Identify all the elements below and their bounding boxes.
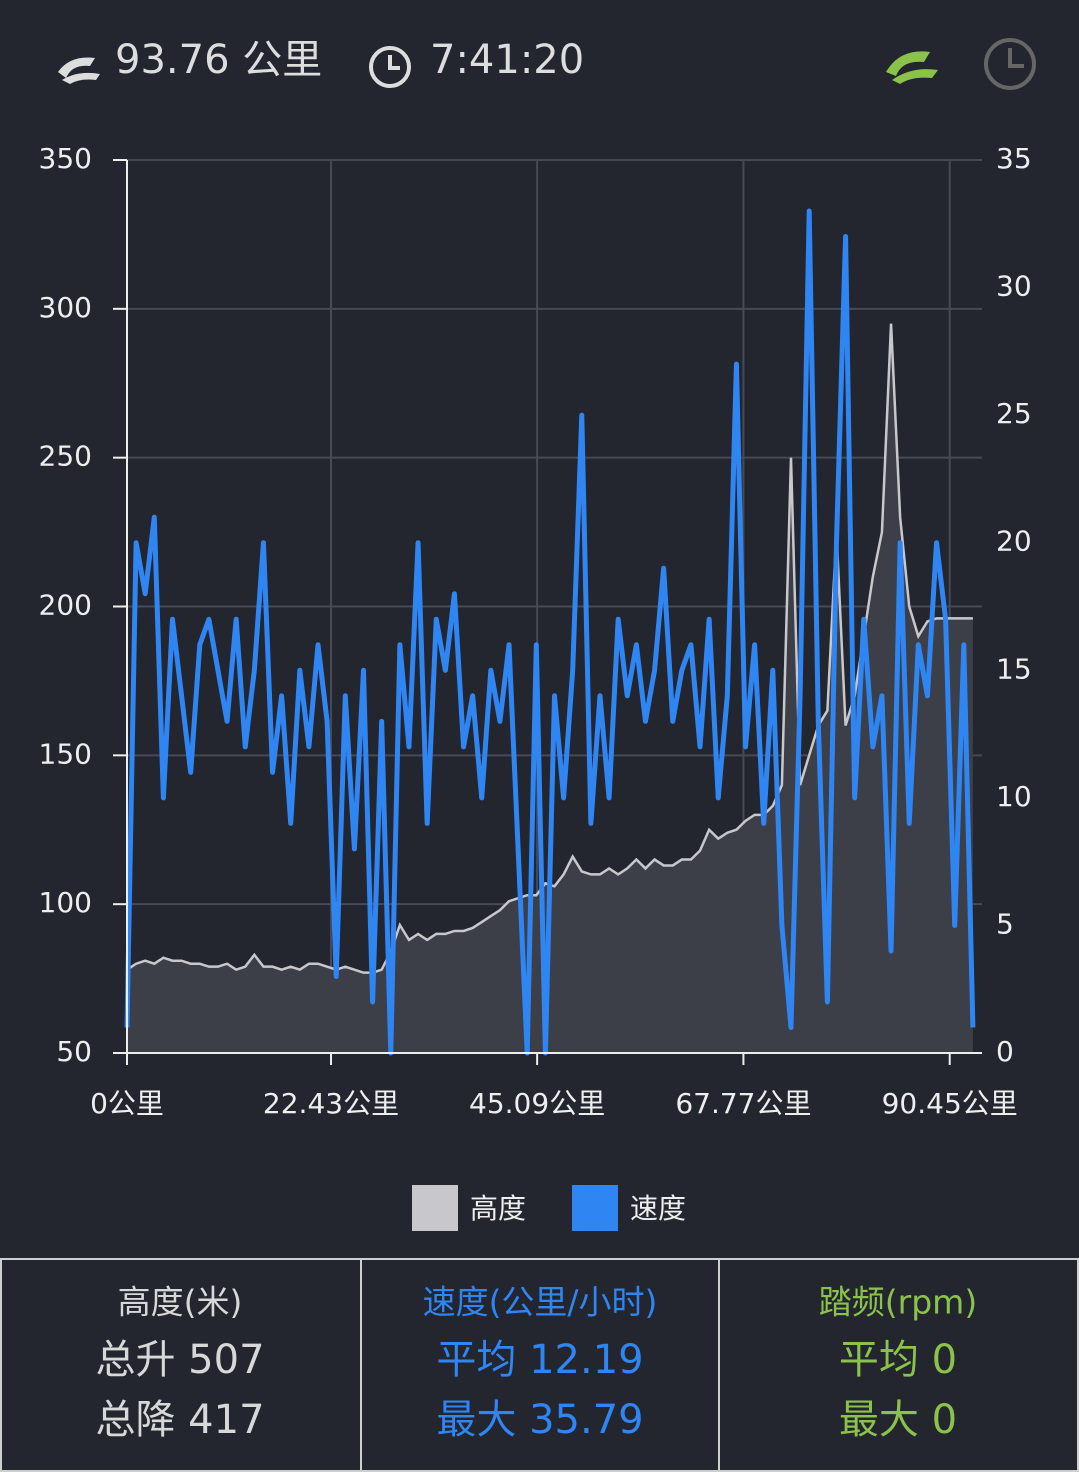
stats-title: 速度(公里/小时) bbox=[423, 1283, 658, 1322]
duration: 7:41:20 bbox=[430, 37, 584, 83]
stats-panel bbox=[0, 1258, 1079, 1472]
y2-tick-label: 5 bbox=[996, 907, 1014, 940]
y2-tick-label: 20 bbox=[996, 525, 1032, 558]
y2-tick-label: 25 bbox=[996, 397, 1032, 430]
stats-value: 平均 12.19 bbox=[436, 1337, 643, 1383]
distance: 93.76 公里 bbox=[115, 37, 322, 83]
clock-icon bbox=[369, 46, 411, 88]
elevation-area bbox=[127, 323, 973, 1053]
distance-icon bbox=[58, 57, 100, 84]
x-tick-label: 0公里 bbox=[90, 1087, 164, 1120]
y-tick-label: 350 bbox=[39, 142, 92, 175]
stats-value: 最大 35.79 bbox=[436, 1397, 643, 1443]
y2-tick-label: 15 bbox=[996, 652, 1032, 685]
y-tick-label: 300 bbox=[39, 291, 92, 324]
chart: 50 100 150 200 250 300 350 0 5 10 15 20 25 30 35 0公里 22.… bbox=[39, 142, 1032, 1120]
legend-swatch bbox=[412, 1185, 458, 1231]
y-tick-label: 200 bbox=[39, 589, 92, 622]
x-tick-label: 67.77公里 bbox=[675, 1087, 811, 1120]
stats-value: 最大 0 bbox=[839, 1397, 957, 1443]
panel-frame bbox=[0, 1258, 1079, 1472]
stats-value: 总降 417 bbox=[95, 1397, 264, 1443]
stats: 高度(米) 总升 507 总降 417 速度(公里/小时) 平均 12.19 最大 35.… bbox=[95, 1283, 977, 1444]
y-tick-label: 250 bbox=[39, 440, 92, 473]
y2-tick-label: 0 bbox=[996, 1035, 1014, 1068]
y2-tick-label: 10 bbox=[996, 780, 1032, 813]
y-tick-label: 50 bbox=[56, 1035, 92, 1068]
legend: 高度 速度 bbox=[412, 1185, 686, 1231]
legend-label: 高度 bbox=[470, 1192, 526, 1225]
x-tick-label: 22.43公里 bbox=[263, 1087, 399, 1120]
time-mode-button[interactable] bbox=[984, 38, 1036, 90]
stats-value: 平均 0 bbox=[839, 1337, 957, 1383]
distance-mode-button[interactable] bbox=[886, 51, 938, 84]
legend-label: 速度 bbox=[630, 1192, 686, 1225]
stats-value: 总升 507 bbox=[95, 1337, 264, 1383]
stats-title: 踏频(rpm) bbox=[819, 1283, 977, 1322]
y2-tick-label: 35 bbox=[996, 142, 1032, 175]
legend-swatch bbox=[572, 1185, 618, 1231]
y-tick-label: 100 bbox=[39, 886, 92, 919]
y-tick-label: 150 bbox=[39, 737, 92, 770]
speed-line bbox=[124, 208, 976, 1056]
x-tick-label: 45.09公里 bbox=[469, 1087, 605, 1120]
x-tick-label: 90.45公里 bbox=[882, 1087, 1018, 1120]
y2-tick-label: 30 bbox=[996, 270, 1032, 303]
stats-title: 高度(米) bbox=[118, 1283, 243, 1322]
